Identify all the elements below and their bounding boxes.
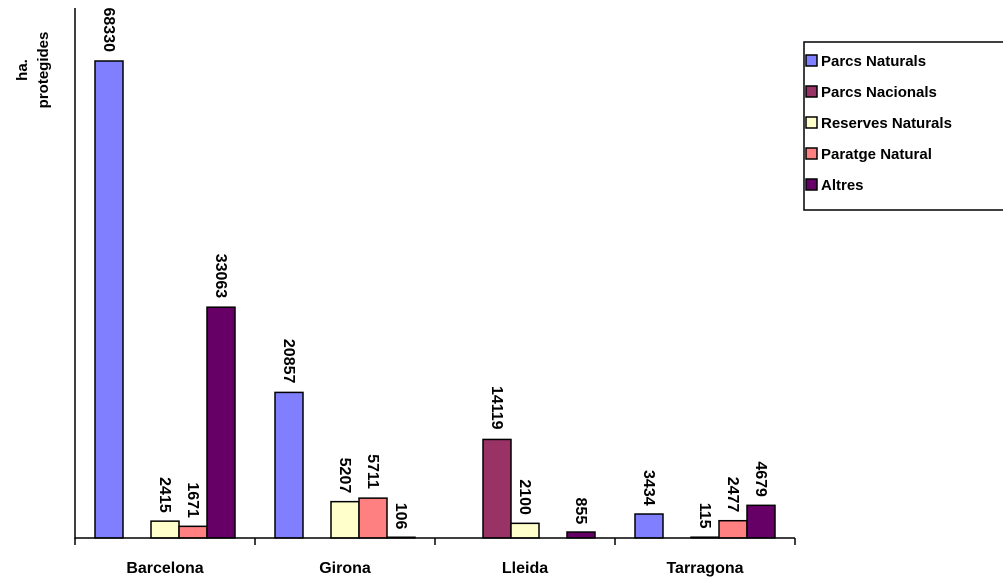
x-tick-label: Tarragona <box>666 560 743 577</box>
data-label: 5207 <box>336 458 353 494</box>
data-label: 5711 <box>364 454 381 489</box>
data-label: 14119 <box>488 386 505 430</box>
legend-label: Reserves Naturals <box>821 115 952 132</box>
x-tick-label: Lleida <box>502 560 548 577</box>
data-label: 2100 <box>516 479 533 515</box>
y-axis-title: ha. protegides <box>14 32 52 109</box>
legend-label: Paratge Natural <box>821 146 932 163</box>
bar-lleida-parcs-nacionals <box>482 438 512 539</box>
y-axis-title-line: ha. <box>14 59 31 81</box>
legend-box <box>803 41 1003 211</box>
data-label: 855 <box>572 498 589 525</box>
bar-tarragona-altres <box>746 504 776 539</box>
bar-lleida-reserves-naturals <box>510 522 540 539</box>
data-label: 115 <box>696 503 713 529</box>
legend-label: Parcs Naturals <box>821 53 926 70</box>
legend-label: Parcs Nacionals <box>821 84 937 101</box>
data-label: 2477 <box>724 477 741 513</box>
data-label: 2415 <box>156 477 173 513</box>
bar-girona-parcs-naturals <box>274 391 304 539</box>
data-labels-group: 68330 2415 1671 33063 20857 5207 5711 106 14119 2… <box>100 8 769 530</box>
bar-tarragona-paratge-natural <box>718 519 748 539</box>
bar-barcelona-reserves-naturals <box>150 520 180 539</box>
bar-barcelona-parcs-naturals <box>94 60 124 539</box>
legend-swatch <box>805 116 818 129</box>
bar-girona-paratge-natural <box>358 497 388 539</box>
legend-label: Altres <box>821 177 864 194</box>
x-tick-label: Barcelona <box>126 560 203 577</box>
legend-swatch <box>805 54 818 67</box>
data-label: 3434 <box>640 470 657 506</box>
data-label: 33063 <box>212 254 229 299</box>
data-label: 20857 <box>280 339 297 384</box>
y-axis-title-line: protegides <box>35 32 52 109</box>
data-label: 68330 <box>100 8 117 53</box>
data-label: 106 <box>392 503 409 530</box>
data-label: 4679 <box>752 461 769 497</box>
bar-barcelona-altres <box>206 306 236 539</box>
bar-lleida-altres <box>566 531 596 539</box>
bars-group <box>94 60 776 539</box>
legend-swatch <box>805 178 818 191</box>
legend-swatch <box>805 147 818 160</box>
axes-group: Barcelona Girona Lleida Tarragona <box>74 8 796 577</box>
bar-tarragona-parcs-naturals <box>634 513 664 539</box>
bar-girona-reserves-naturals <box>330 500 360 539</box>
legend: Parcs Naturals Parcs Nacionals Reserves Na… <box>803 41 1003 211</box>
data-label: 1671 <box>184 482 201 518</box>
bar-barcelona-paratge-natural <box>178 525 208 539</box>
x-tick-label: Girona <box>319 560 371 577</box>
legend-swatch <box>805 85 818 98</box>
